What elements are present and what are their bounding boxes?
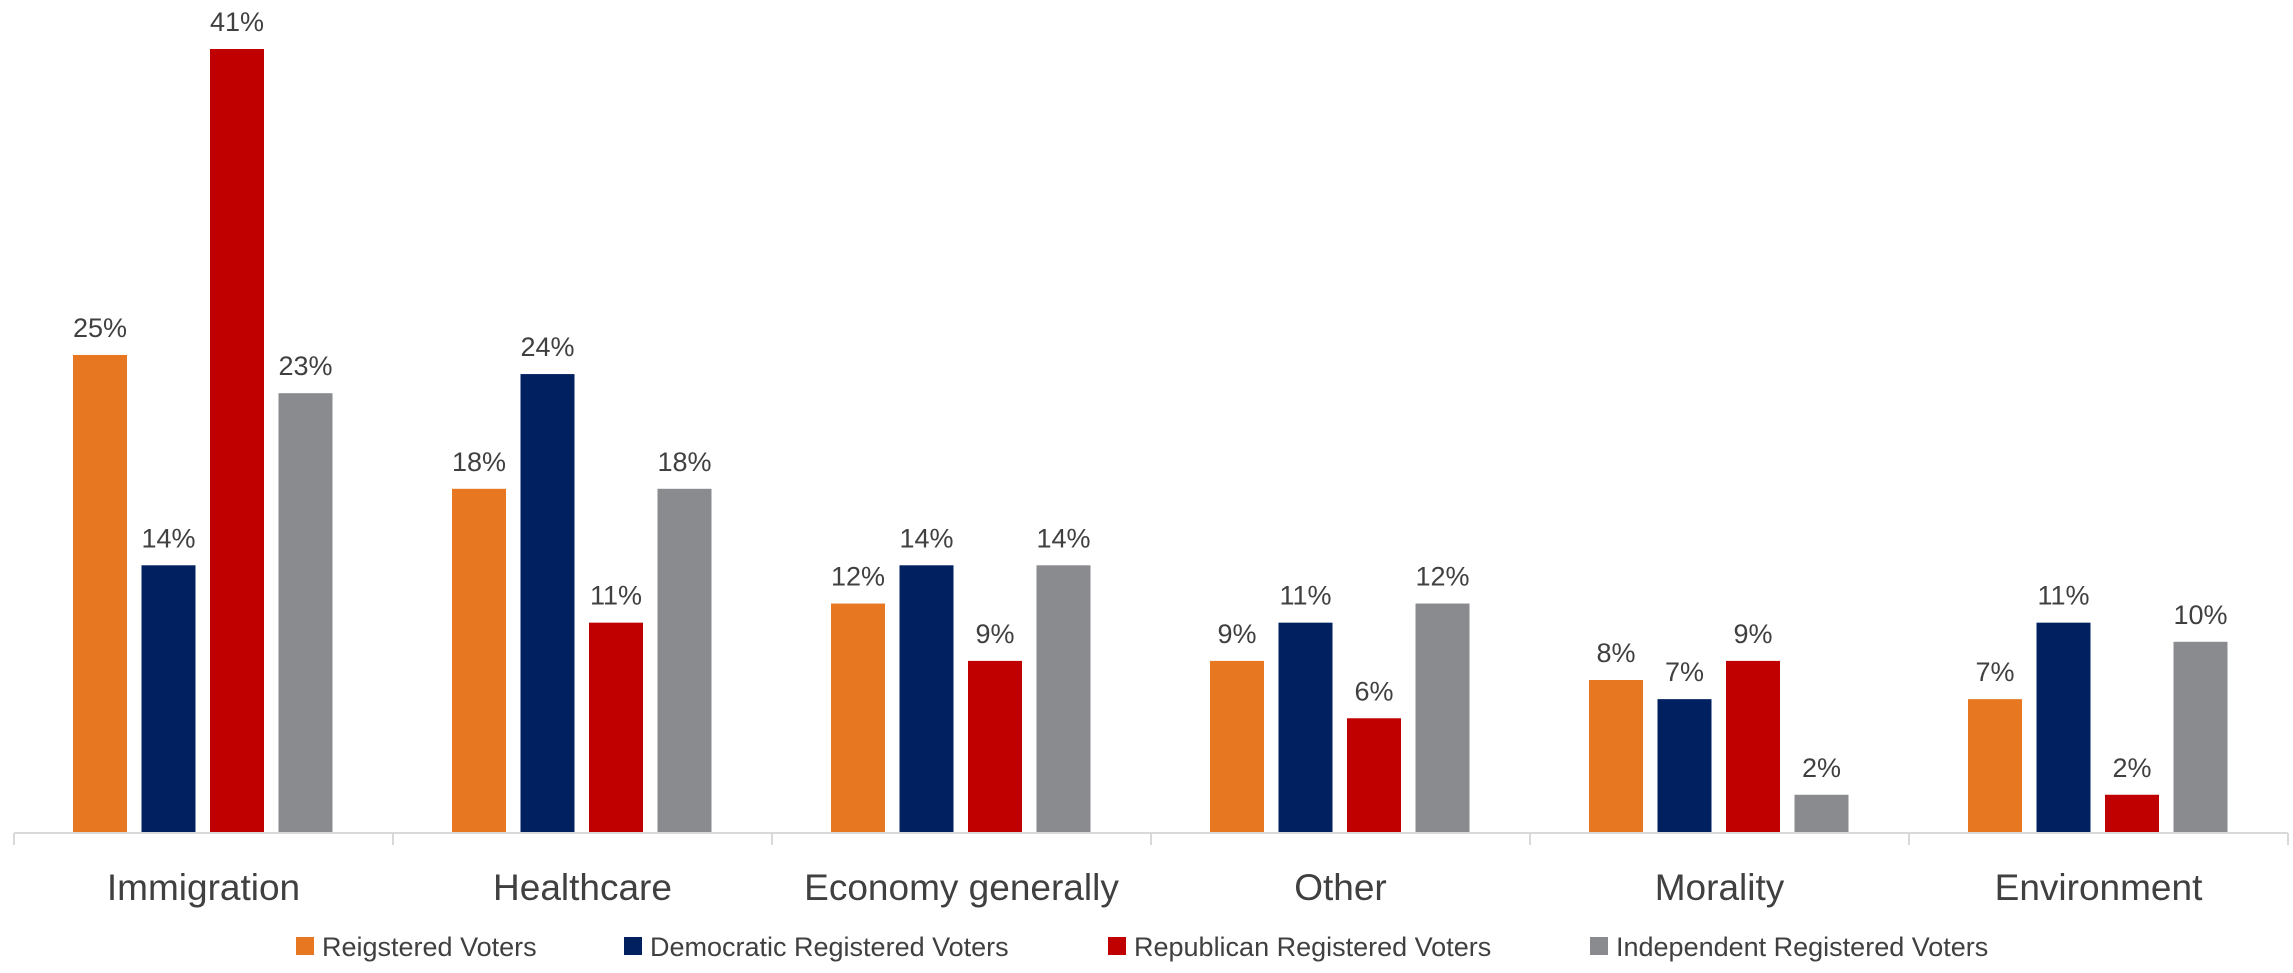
bar-healthcare-reigstered-voters bbox=[452, 488, 506, 833]
legend-item-democratic-registered-voters: Democratic Registered Voters bbox=[624, 932, 1009, 962]
bar-other-independent-registered-voters bbox=[1415, 603, 1470, 833]
bar-morality-independent-registered-voters bbox=[1794, 794, 1849, 833]
data-label: 25% bbox=[73, 313, 127, 343]
bar-other-reigstered-voters bbox=[1210, 660, 1264, 833]
data-label: 8% bbox=[1596, 638, 1635, 668]
legend-label: Republican Registered Voters bbox=[1134, 932, 1491, 962]
bar-other-republican-registered-voters bbox=[1347, 718, 1401, 833]
bar-morality-republican-registered-voters bbox=[1726, 660, 1780, 833]
legend-swatch bbox=[624, 937, 642, 955]
bar-economy-generally-independent-registered-voters bbox=[1036, 565, 1091, 833]
bar-economy-generally-republican-registered-voters bbox=[968, 660, 1022, 833]
legend-item-republican-registered-voters: Republican Registered Voters bbox=[1108, 932, 1491, 962]
data-label: 10% bbox=[2173, 600, 2227, 630]
category-label: Environment bbox=[1995, 867, 2203, 908]
legend-item-independent-registered-voters: Independent Registered Voters bbox=[1590, 932, 1988, 962]
bar-environment-independent-registered-voters bbox=[2173, 641, 2228, 833]
bar-environment-democratic-registered-voters bbox=[2036, 622, 2091, 833]
data-label: 9% bbox=[975, 619, 1014, 649]
legend-swatch bbox=[1108, 937, 1126, 955]
data-label: 18% bbox=[452, 447, 506, 477]
bar-healthcare-democratic-registered-voters bbox=[520, 374, 575, 833]
bar-immigration-republican-registered-voters bbox=[210, 49, 264, 833]
bar-immigration-independent-registered-voters bbox=[278, 393, 333, 833]
data-label: 11% bbox=[1279, 581, 1331, 611]
bar-environment-republican-registered-voters bbox=[2105, 794, 2159, 833]
legend: Reigstered Voters Democratic Registered V… bbox=[296, 932, 1988, 962]
bars-layer bbox=[73, 49, 2228, 833]
bar-immigration-reigstered-voters bbox=[73, 354, 127, 833]
data-label: 18% bbox=[657, 447, 711, 477]
category-label: Immigration bbox=[107, 867, 300, 908]
data-label: 14% bbox=[1036, 523, 1090, 553]
data-label: 14% bbox=[899, 523, 953, 553]
legend-label: Reigstered Voters bbox=[322, 932, 537, 962]
category-label: Economy generally bbox=[804, 867, 1119, 908]
bar-economy-generally-reigstered-voters bbox=[831, 603, 885, 833]
legend-swatch bbox=[1590, 937, 1608, 955]
category-label: Morality bbox=[1655, 867, 1785, 908]
data-label: 9% bbox=[1217, 619, 1256, 649]
data-label: 2% bbox=[1802, 753, 1841, 783]
bar-economy-generally-democratic-registered-voters bbox=[899, 565, 954, 833]
legend-item-reigstered-voters: Reigstered Voters bbox=[296, 932, 537, 962]
data-label: 11% bbox=[2037, 581, 2089, 611]
data-label: 23% bbox=[278, 351, 332, 381]
data-label: 7% bbox=[1975, 657, 2014, 687]
x-axis-category-labels: Immigration Healthcare Economy generally Ot… bbox=[107, 867, 2203, 908]
bar-environment-reigstered-voters bbox=[1968, 699, 2022, 833]
legend-swatch bbox=[296, 937, 314, 955]
data-label: 2% bbox=[2112, 753, 2151, 783]
bar-immigration-democratic-registered-voters bbox=[141, 565, 196, 833]
data-labels-layer: 25% 14% 41% 23% 18% 24% 11% 18% 12% 14% 9% 14% 9% 11%… bbox=[73, 7, 2228, 783]
bar-morality-democratic-registered-voters bbox=[1657, 699, 1712, 833]
legend-label: Independent Registered Voters bbox=[1616, 932, 1988, 962]
data-label: 12% bbox=[831, 562, 885, 592]
data-label: 7% bbox=[1665, 657, 1704, 687]
data-label: 24% bbox=[520, 332, 574, 362]
bar-healthcare-republican-registered-voters bbox=[589, 622, 643, 833]
category-label: Healthcare bbox=[493, 867, 672, 908]
bar-healthcare-independent-registered-voters bbox=[657, 488, 712, 833]
data-label: 9% bbox=[1733, 619, 1772, 649]
data-label: 14% bbox=[141, 523, 195, 553]
legend-label: Democratic Registered Voters bbox=[650, 932, 1009, 962]
x-axis-ticks bbox=[13, 833, 2289, 845]
data-label: 12% bbox=[1415, 562, 1469, 592]
bar-other-democratic-registered-voters bbox=[1278, 622, 1333, 833]
category-label: Other bbox=[1294, 867, 1387, 908]
data-label: 6% bbox=[1354, 676, 1393, 706]
data-label: 41% bbox=[210, 7, 264, 37]
data-label: 11% bbox=[590, 581, 642, 611]
bar-morality-reigstered-voters bbox=[1589, 680, 1643, 833]
